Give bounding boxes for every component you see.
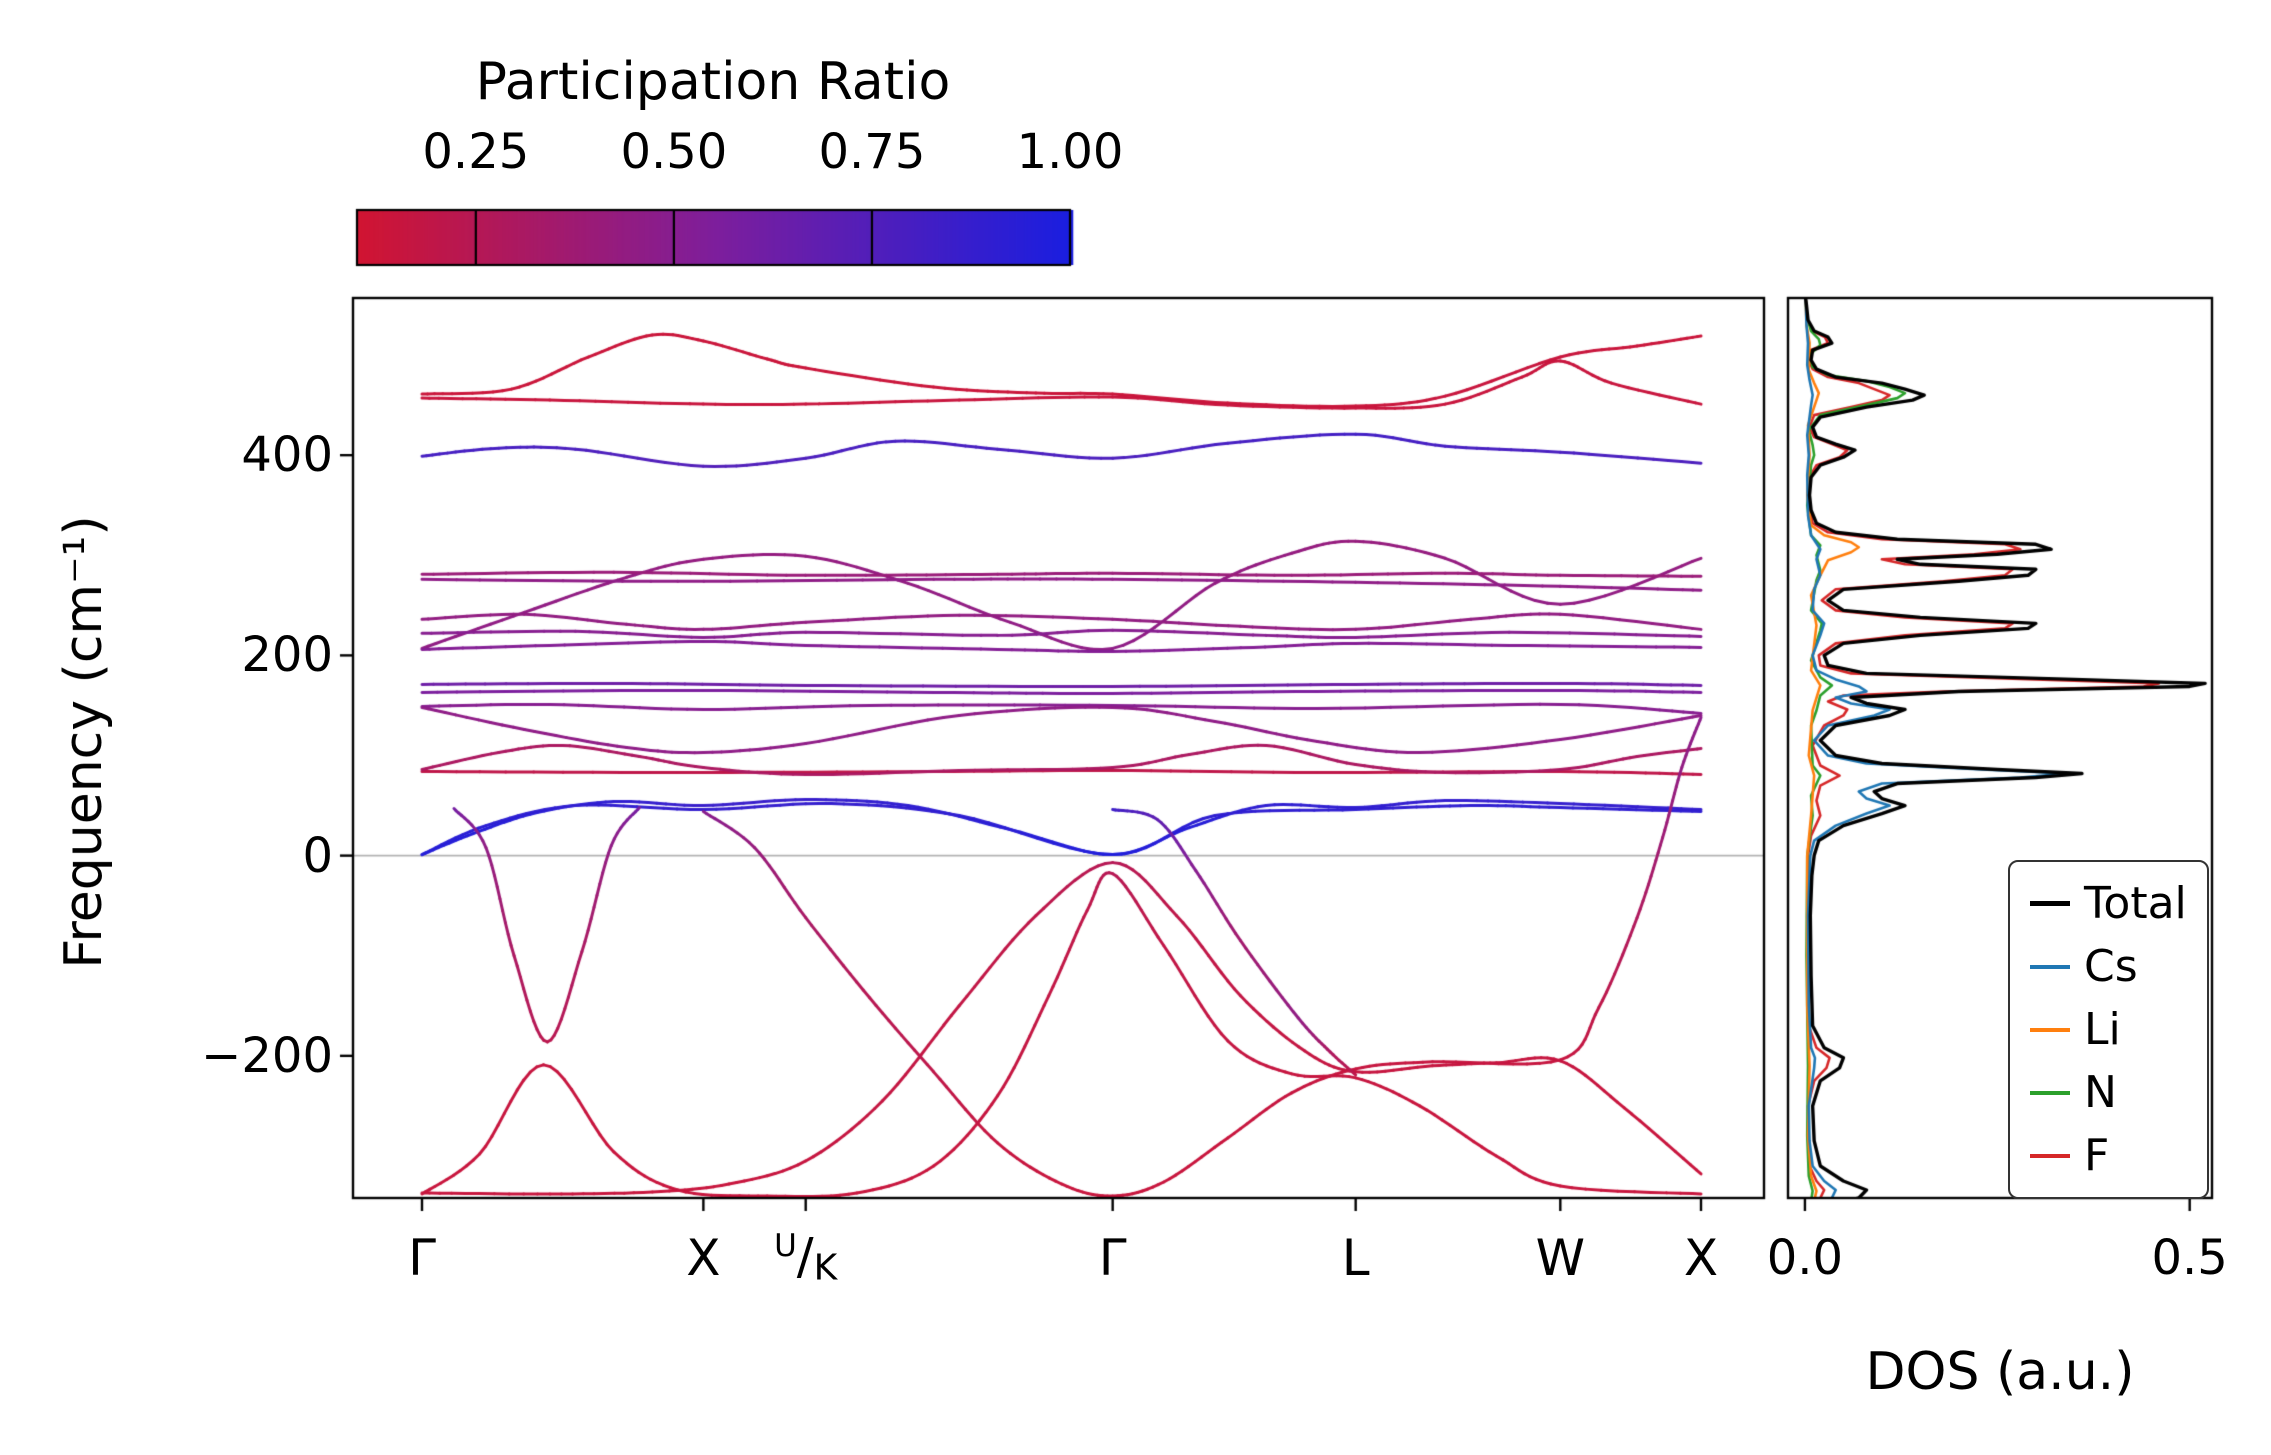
y-axis-label: Frequency (cm⁻¹) [54,515,114,969]
k-point-label-1: X [686,1229,721,1287]
legend-entry-f: F [2030,1130,2187,1181]
legend-entry-n: N [2030,1067,2187,1118]
colorbar-title: Participation Ratio [475,52,951,112]
colorbar-tick-label-3: 1.00 [1016,124,1124,180]
legend-label: N [2084,1067,2117,1118]
legend-label: Cs [2084,941,2138,992]
dos-tick-label-1: 0.5 [2151,1230,2228,1286]
k-point-label-6: X [1683,1229,1719,1287]
legend-line-icon [2030,901,2070,906]
colorbar-tick-label-0: 0.25 [422,124,530,180]
legend-line-icon [2030,1090,2070,1095]
k-point-label-4: L [1341,1229,1370,1287]
colorbar-tick-label-2: 0.75 [818,124,926,180]
legend-label: Li [2084,1004,2121,1055]
legend-entry-li: Li [2030,1004,2187,1055]
legend-entry-cs: Cs [2030,941,2187,992]
k-point-label-3: Γ [1098,1229,1127,1287]
legend-line-icon [2030,964,2070,969]
colorbar-tick-label-1: 0.50 [620,124,728,180]
y-tick-label-200: 200 [241,627,333,684]
k-point-label-5: W [1535,1229,1586,1287]
k-point-label-2: U/K [774,1227,838,1289]
k-point-label-0: Γ [408,1229,436,1287]
dos-legend: Total Cs Li N F [2008,860,2209,1199]
legend-entry-total: Total [2030,878,2187,929]
legend-line-icon [2030,1153,2070,1158]
legend-line-icon [2030,1027,2070,1032]
legend-label: F [2084,1130,2110,1181]
dos-x-axis-label: DOS (a.u.) [1865,1342,2135,1402]
y-tick-label-400: 400 [241,427,333,484]
dos-tick-label-0: 0.0 [1766,1230,1844,1286]
y-tick-label--200: −200 [201,1027,333,1084]
legend-label: Total [2084,878,2187,929]
y-tick-label-0: 0 [302,827,333,884]
